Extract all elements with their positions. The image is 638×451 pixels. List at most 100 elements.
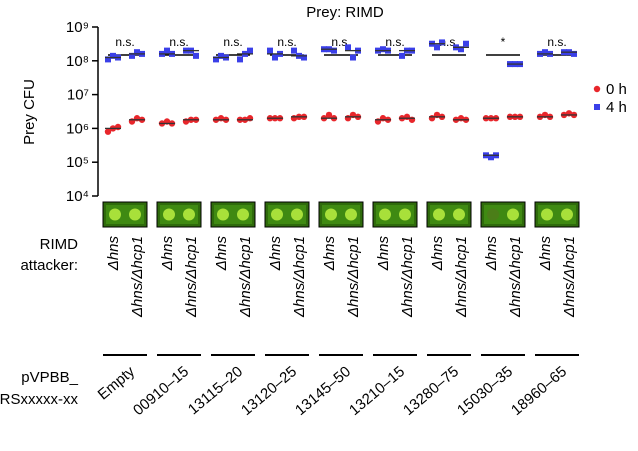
x-tick-label: Δhns (537, 236, 554, 272)
x-tick-label: Δhns (321, 236, 338, 272)
data-point (134, 49, 140, 56)
y-tick-label: 10⁵ (66, 154, 89, 171)
data-point (110, 52, 116, 59)
x-tick-label: Δhns/Δhcp1 (183, 236, 200, 318)
colony-spot (291, 208, 303, 221)
significance-label: * (501, 35, 506, 49)
x-tick-label: Δhns/Δhcp1 (291, 236, 308, 318)
significance-label: n.s. (169, 35, 188, 49)
significance-label: n.s. (385, 35, 404, 49)
group-label: 00910–15 (130, 363, 192, 419)
data-point (193, 52, 199, 59)
colony-spot (109, 208, 121, 221)
data-point (458, 46, 464, 53)
data-point (488, 154, 494, 161)
data-point (129, 52, 135, 59)
colony-spot (237, 208, 249, 221)
data-point (105, 56, 111, 63)
y-tick-label: 10⁷ (67, 87, 89, 104)
group-label: 15030–35 (454, 363, 516, 419)
data-point (345, 44, 351, 51)
y-tick-label: 10⁴ (66, 188, 89, 205)
colony-spot (345, 208, 357, 221)
legend-label: 0 h (606, 81, 627, 98)
x-tick-label: Δhns/Δhcp1 (561, 236, 578, 318)
colony-spot (325, 208, 337, 221)
colony-spot (399, 208, 411, 221)
colony-spot (561, 208, 573, 221)
y-axis-label: Prey CFU (21, 79, 38, 145)
legend-marker (594, 104, 600, 110)
x-tick-label: Δhns/Δhcp1 (237, 236, 254, 318)
data-point (325, 111, 333, 119)
y-tick-label: 10⁸ (66, 53, 89, 70)
group-label: 13115–20 (185, 363, 246, 418)
x-tick-label: Δhns/Δhcp1 (399, 236, 416, 318)
data-point (399, 52, 405, 59)
colony-spot (433, 208, 445, 221)
group-label: 13210–15 (346, 363, 408, 419)
x-tick-label: Δhns (159, 236, 176, 272)
data-point (439, 39, 445, 46)
colony-spot (379, 208, 391, 221)
colony-spot (541, 208, 553, 221)
data-point (301, 54, 307, 61)
data-point (408, 116, 416, 123)
plasmid-label: RSxxxxx-xx (0, 391, 78, 408)
data-point (247, 47, 253, 54)
attacker-label: attacker: (20, 257, 78, 274)
data-point (331, 47, 337, 54)
data-point (272, 54, 278, 61)
x-tick-label: Δhns (375, 236, 392, 272)
colony-spot (163, 208, 175, 221)
group-label: 13145–50 (292, 363, 354, 419)
colony-spot (271, 208, 283, 221)
x-tick-label: Δhns/Δhcp1 (453, 236, 470, 318)
x-tick-label: Δhns (105, 236, 122, 272)
legend-label: 4 h (606, 99, 627, 116)
group-label: Empty (95, 363, 139, 404)
group-label: 13280–75 (400, 363, 462, 419)
data-point (350, 54, 356, 61)
plasmid-label: pVPBB_ (21, 369, 78, 386)
group-label: 13120–25 (238, 363, 300, 419)
data-point (291, 47, 297, 54)
data-point (434, 44, 440, 51)
colony-spot (487, 208, 499, 221)
colony-spot (183, 208, 195, 221)
colony-spot (129, 208, 141, 221)
y-tick-label: 10⁶ (66, 120, 89, 137)
significance-label: n.s. (277, 35, 296, 49)
legend-marker (593, 85, 601, 93)
data-point (218, 52, 224, 59)
data-point (542, 49, 548, 56)
data-point (463, 40, 469, 47)
colony-spot (453, 208, 465, 221)
x-tick-label: Δhns/Δhcp1 (345, 236, 362, 318)
data-point (246, 115, 254, 122)
data-point (267, 47, 273, 54)
x-tick-label: Δhns (429, 236, 446, 272)
x-tick-label: Δhns (483, 236, 500, 272)
data-point (104, 128, 112, 135)
y-tick-label: 10⁹ (66, 19, 89, 36)
significance-label: n.s. (223, 35, 242, 49)
attacker-label: RIMD (40, 236, 78, 253)
x-tick-label: Δhns/Δhcp1 (507, 236, 524, 318)
data-point (237, 56, 243, 63)
x-tick-label: Δhns/Δhcp1 (129, 236, 146, 318)
colony-spot (507, 208, 519, 221)
significance-label: n.s. (547, 35, 566, 49)
group-label: 18960–65 (508, 363, 570, 419)
colony-spot (217, 208, 229, 221)
significance-label: n.s. (115, 35, 134, 49)
data-point (213, 56, 219, 63)
x-tick-label: Δhns (213, 236, 230, 272)
data-point (114, 123, 122, 131)
data-point (164, 47, 170, 54)
data-point (571, 50, 577, 57)
data-point (380, 46, 386, 53)
chart-title: Prey: RIMD (306, 4, 384, 21)
x-tick-label: Δhns (267, 236, 284, 272)
